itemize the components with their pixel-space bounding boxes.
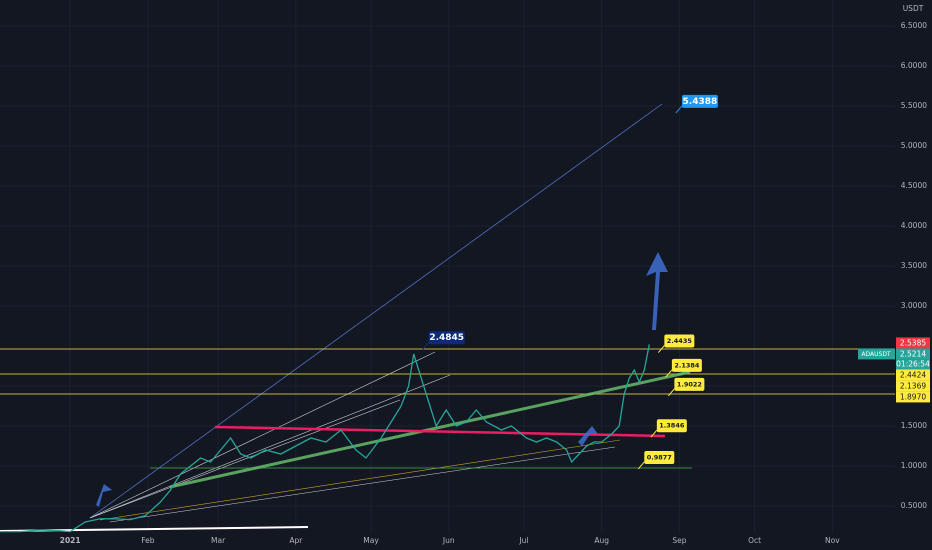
callout-pointer (422, 341, 430, 350)
y-tick-label: 1.5000 (901, 421, 927, 430)
price-tag-label: 2.4424 (900, 370, 926, 379)
x-tick-label: Aug (594, 536, 609, 545)
x-tick-label: Feb (141, 536, 155, 545)
y-tick-label: 4.5000 (901, 181, 927, 190)
price-tag (896, 348, 930, 360)
y-tick-label: 3.0000 (901, 301, 927, 310)
fan-line (89, 351, 436, 519)
fan-line (89, 103, 663, 519)
callout-label: 5.4388 (683, 97, 718, 107)
y-tick-label: 6.0000 (901, 61, 927, 70)
callout-box (681, 94, 718, 108)
resistance-line (214, 425, 666, 438)
price-tag (896, 380, 930, 392)
x-tick-label: 2021 (60, 536, 81, 545)
callout-label: 2.1384 (674, 361, 700, 369)
countdown: 01:26:54 (896, 359, 930, 368)
callout-pointer (657, 345, 665, 353)
fan-line (89, 374, 451, 519)
x-tick-label: Jun (442, 536, 455, 545)
price-line (0, 344, 650, 533)
price-axis (895, 0, 932, 550)
y-tick-label: 0.5000 (901, 501, 927, 510)
callout-pointer (637, 461, 645, 470)
callout-label: 2.4435 (667, 337, 693, 345)
price-tag-label: 2.5385 (900, 338, 926, 347)
fan-line (99, 439, 621, 521)
callout-box (644, 450, 675, 464)
price-tag-label: 1.8970 (900, 392, 926, 401)
callout-box (664, 334, 695, 348)
y-tick-label: 1.0000 (901, 461, 927, 470)
countdown-tag (896, 359, 930, 370)
axis-unit: USDT (903, 4, 924, 13)
symbol-tag (858, 348, 895, 360)
y-tick-label: 3.5000 (901, 261, 927, 270)
x-tick-label: Oct (748, 536, 761, 545)
callout-label: 2.4845 (429, 333, 464, 343)
x-tick-label: Apr (289, 536, 303, 545)
x-tick-label: Jul (518, 536, 528, 545)
price-tag-label: 2.1369 (900, 381, 926, 390)
callout-label: 1.3846 (659, 422, 685, 430)
y-tick-label: 5.5000 (901, 101, 927, 110)
price-tag (896, 369, 930, 381)
y-tick-label: 6.5000 (901, 21, 927, 30)
price-tag (896, 391, 930, 403)
arrow (646, 252, 668, 330)
y-tick-label: 4.0000 (901, 221, 927, 230)
fan-line (89, 399, 401, 519)
plot: 5.4388 2.4845 2.4435 2.1384 1.9022 1.3846 0.98… (0, 94, 718, 533)
price-tag (896, 337, 930, 349)
callout-pointer (668, 388, 675, 397)
callout-box (656, 419, 687, 433)
drawings (0, 103, 895, 532)
callout-label: 1.9022 (677, 380, 702, 388)
x-tick-label: Sep (672, 536, 686, 545)
callout-pointer (665, 369, 673, 378)
fan-line (109, 446, 616, 523)
arrow (96, 484, 112, 507)
callout-pointer (675, 105, 683, 114)
callout-box (674, 377, 705, 391)
grid (0, 0, 895, 532)
symbol-label: ADAUSDT (861, 351, 891, 358)
price-tag-label: 2.5214 (900, 349, 926, 358)
y-tick-label: 5.0000 (901, 141, 927, 150)
callout-label: 0.9877 (647, 453, 672, 461)
callout-pointer (650, 429, 658, 438)
trend-line (169, 370, 691, 489)
arrow (578, 426, 598, 446)
x-tick-label: Nov (825, 536, 840, 545)
callout-box (671, 358, 702, 372)
x-tick-label: Mar (211, 536, 226, 545)
callout-box (428, 331, 465, 345)
x-tick-label: May (363, 536, 379, 545)
